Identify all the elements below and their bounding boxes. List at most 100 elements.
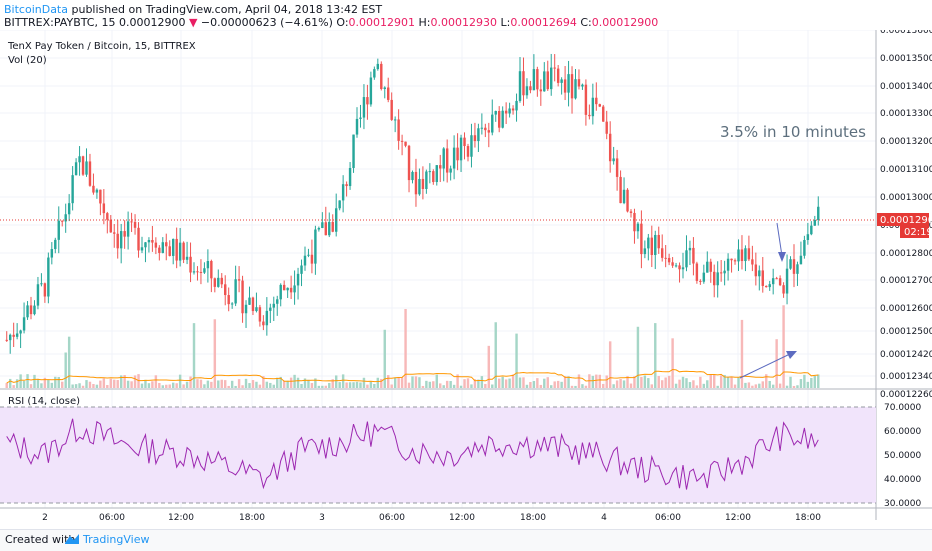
volume-bar bbox=[224, 380, 227, 388]
candle-body bbox=[314, 229, 317, 264]
candle-body bbox=[574, 79, 577, 99]
close-label: C: bbox=[576, 16, 592, 29]
volume-bar bbox=[456, 374, 459, 388]
volume-bar bbox=[237, 379, 241, 388]
candle-body bbox=[744, 248, 747, 262]
volume-bar bbox=[126, 380, 130, 388]
volume-bar bbox=[8, 378, 12, 388]
close-value: 0.00012900 bbox=[591, 16, 659, 29]
candle-body bbox=[338, 200, 341, 209]
volume-bar bbox=[33, 374, 36, 388]
volume-bar bbox=[584, 385, 588, 388]
time-axis-labels[interactable]: 2 06:00 12:00 18:00 3 06:00 12:00 18:00 4 06:00 12… bbox=[42, 513, 821, 523]
candle-body bbox=[106, 213, 109, 220]
candle-body bbox=[497, 111, 501, 128]
volume-bar bbox=[716, 385, 719, 388]
candle-body bbox=[768, 284, 771, 288]
candle-body bbox=[397, 119, 400, 141]
change-value: −0.00000623 (−4.61%) bbox=[197, 16, 337, 29]
volume-bar bbox=[362, 377, 366, 388]
candle-body bbox=[570, 74, 574, 99]
candle-body bbox=[282, 284, 286, 291]
volume-bar bbox=[116, 380, 119, 388]
volume-bar bbox=[671, 338, 674, 388]
volume-bar bbox=[563, 376, 567, 388]
last-price-tag bbox=[877, 213, 929, 226]
candle-body bbox=[241, 280, 244, 314]
price-gridlines bbox=[0, 29, 876, 377]
time-tick-label: 2 bbox=[42, 513, 48, 520]
candle-body bbox=[116, 233, 119, 249]
volume-bar bbox=[674, 383, 678, 388]
created-with-text: Created with bbox=[5, 533, 76, 546]
chart-svg[interactable]: TenX Pay Token / Bitcoin, 15, BITTREX Vo… bbox=[0, 26, 932, 523]
candle-body bbox=[168, 246, 171, 256]
candle-body bbox=[525, 86, 529, 96]
candle-body bbox=[515, 100, 518, 111]
volume-bar bbox=[713, 374, 716, 388]
tradingview-link[interactable]: TradingView bbox=[83, 533, 150, 546]
volume-bar bbox=[47, 380, 50, 388]
candle-body bbox=[598, 104, 601, 107]
candle-body bbox=[806, 234, 810, 240]
candle-body bbox=[366, 97, 369, 105]
candle-body bbox=[12, 334, 15, 337]
candle-body bbox=[224, 284, 227, 296]
chart-area[interactable]: TenX Pay Token / Bitcoin, 15, BITTREX Vo… bbox=[0, 26, 932, 523]
candle-body bbox=[206, 260, 210, 269]
volume-bar bbox=[771, 384, 775, 388]
candle-body bbox=[119, 231, 123, 249]
volume-bar bbox=[272, 384, 275, 388]
price-tick-label: 0.00013400 bbox=[880, 82, 932, 92]
author-link[interactable]: BitcoinData bbox=[4, 3, 68, 16]
high-value: 0.00012930 bbox=[430, 16, 497, 29]
candle-body bbox=[477, 128, 480, 142]
volume-bar bbox=[182, 384, 185, 388]
volume-bar bbox=[529, 382, 532, 388]
arrow-head-down-icon bbox=[778, 252, 786, 262]
rsi-axis-labels: 70.0000 60.0000 50.0000 40.0000 30.0000 bbox=[884, 403, 921, 509]
candle-body bbox=[380, 63, 383, 89]
candle-body bbox=[348, 167, 352, 187]
candle-body bbox=[740, 249, 744, 262]
volume-bar bbox=[560, 381, 563, 388]
candle-body bbox=[355, 118, 359, 135]
candle-body bbox=[22, 317, 26, 331]
tradingview-logo-icon bbox=[65, 534, 79, 544]
candle-body bbox=[196, 271, 199, 273]
candle-body bbox=[667, 257, 671, 263]
candle-body bbox=[293, 285, 296, 293]
price-pane[interactable] bbox=[0, 30, 876, 388]
volume-bar bbox=[605, 375, 608, 388]
price-tick-label: 0.00012420 bbox=[880, 350, 932, 360]
candle-body bbox=[692, 247, 695, 264]
volume-bar bbox=[751, 385, 754, 388]
volume-bar bbox=[196, 379, 199, 388]
candle-body bbox=[40, 283, 43, 285]
candle-body bbox=[85, 161, 88, 175]
candle-body bbox=[331, 221, 334, 232]
candle-body bbox=[556, 68, 560, 83]
candle-body bbox=[432, 171, 435, 183]
volume-bar bbox=[99, 380, 102, 388]
volume-bar bbox=[296, 377, 300, 388]
volume-bar bbox=[643, 375, 647, 388]
candle-body bbox=[567, 74, 570, 93]
candle-body bbox=[352, 134, 355, 168]
volume-bar bbox=[185, 381, 189, 388]
volume-bar bbox=[622, 380, 626, 388]
volume-bar bbox=[719, 375, 723, 388]
candle-body bbox=[189, 256, 192, 273]
volume-bar bbox=[799, 379, 803, 388]
rsi-label: RSI (14, close) bbox=[8, 396, 80, 407]
candle-body bbox=[57, 220, 60, 240]
low-label: L: bbox=[497, 16, 511, 29]
volume-bar bbox=[213, 319, 217, 388]
candle-body bbox=[660, 248, 664, 258]
candle-body bbox=[713, 271, 716, 286]
candle-body bbox=[147, 240, 151, 243]
open-label: O: bbox=[336, 16, 349, 29]
volume-bar bbox=[494, 322, 497, 388]
volume-bar bbox=[556, 380, 560, 388]
volume-bar bbox=[508, 378, 511, 388]
